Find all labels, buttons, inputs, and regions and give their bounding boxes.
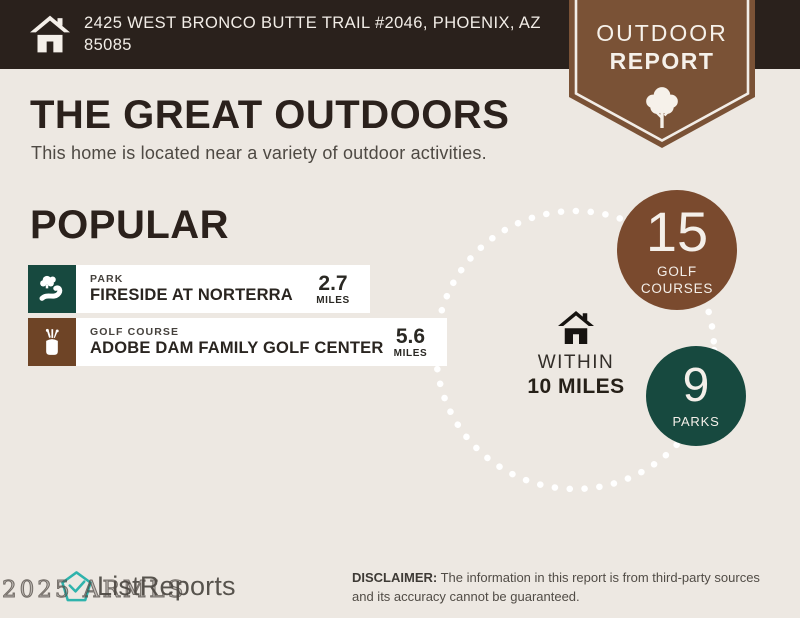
stat-label: GOLF COURSES (640, 264, 714, 296)
mls-watermark: 2025 ARMLS (1, 577, 187, 604)
disclaimer: DISCLAIMER: The information in this repo… (352, 569, 782, 607)
stat-parks: 9 PARKS (646, 346, 746, 446)
within-distance: 10 MILES (527, 375, 625, 398)
disclaimer-text: The information in this report is from t… (352, 570, 760, 604)
park-icon-box (28, 265, 76, 313)
badge-ribbon-shape (569, 0, 755, 148)
item-category: GOLF COURSE (90, 326, 180, 338)
tree-icon (642, 82, 682, 134)
item-name: FIRESIDE AT NORTERRA (90, 286, 293, 304)
address-line-1: 2425 WEST BRONCO BUTTE TRAIL #2046, PHOE… (84, 14, 541, 32)
park-icon (37, 274, 67, 304)
address-line-2: 85085 (84, 36, 132, 55)
property-address: 2425 WEST BRONCO BUTTE TRAIL #2046, PHOE… (84, 12, 564, 57)
radius-center-label: WITHIN 10 MILES (516, 311, 636, 399)
distance-unit: MILES (316, 294, 350, 306)
list-item-body: PARK FIRESIDE AT NORTERRA 2.7 MILES (76, 265, 370, 313)
item-name: ADOBE DAM FAMILY GOLF CENTER (90, 339, 384, 357)
golf-icon-box (28, 318, 76, 366)
listreports-logo: ListReports (60, 570, 236, 603)
distance-value: 5.6 (395, 324, 426, 348)
popular-list: PARK FIRESIDE AT NORTERRA 2.7 MILES GOLF… (28, 265, 448, 371)
page-subtitle: This home is located near a variety of o… (31, 143, 487, 163)
item-distance: 5.6 MILES (383, 326, 437, 359)
distance-value: 2.7 (318, 271, 348, 295)
badge-title-line2: REPORT (609, 48, 715, 74)
badge-title-line1: OUTDOOR (596, 20, 728, 46)
list-item-park: PARK FIRESIDE AT NORTERRA 2.7 MILES (28, 265, 370, 313)
stat-label: PARKS (672, 413, 720, 429)
within-label: WITHIN (537, 352, 615, 373)
stat-golf-courses: 15 GOLF COURSES (617, 190, 737, 310)
listreports-logo-text: ListReports (97, 571, 236, 601)
list-item-golf-course: GOLF COURSE ADOBE DAM FAMILY GOLF CENTER… (28, 318, 448, 366)
item-distance: 2.7 MILES (306, 273, 360, 306)
popular-heading: POPULAR (30, 203, 230, 247)
stat-value: 15 (645, 200, 709, 264)
outdoor-report-badge: OUTDOOR REPORT (569, 0, 755, 150)
golf-bag-icon (38, 328, 66, 356)
distance-unit: MILES (393, 347, 428, 359)
list-item-body: GOLF COURSE ADOBE DAM FAMILY GOLF CENTER… (76, 318, 448, 366)
home-icon-dark (558, 311, 594, 344)
item-category: PARK (90, 273, 124, 285)
disclaimer-label: DISCLAIMER: (352, 570, 438, 585)
badge-title: OUTDOOR REPORT (569, 20, 755, 75)
page-title: THE GREAT OUTDOORS (30, 93, 510, 137)
home-icon (30, 15, 70, 53)
stat-value: 9 (682, 358, 710, 412)
